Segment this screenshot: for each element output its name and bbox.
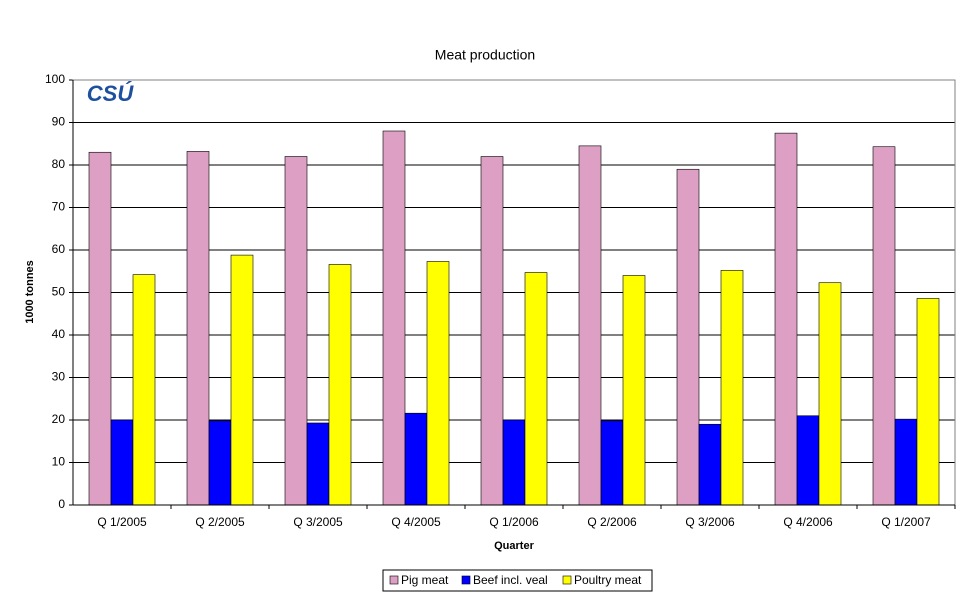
logo: CSÚ <box>87 81 135 106</box>
bar <box>774 132 798 506</box>
y-tick-label: 70 <box>52 200 66 214</box>
chart-title: Meat production <box>435 47 535 63</box>
legend-box <box>382 569 653 592</box>
x-tick-label: Q 1/2006 <box>489 515 539 529</box>
bar <box>306 422 330 506</box>
legend-swatch <box>461 575 471 585</box>
y-tick-label: 20 <box>52 412 66 426</box>
x-tick-label: Q 3/2005 <box>293 515 343 529</box>
bar <box>698 423 722 506</box>
bar <box>382 130 406 506</box>
legend-swatch <box>562 575 572 585</box>
legend-label: Poultry meat <box>574 573 642 587</box>
y-tick-label: 90 <box>52 115 66 129</box>
x-tick-label: Q 2/2006 <box>587 515 637 529</box>
bar <box>230 254 254 506</box>
bar <box>208 420 232 506</box>
x-axis-label: Quarter <box>494 540 534 552</box>
x-tick-label: Q 1/2007 <box>881 515 931 529</box>
bar <box>110 419 134 506</box>
y-tick-label: 40 <box>52 327 66 341</box>
x-tick-label: Q 1/2005 <box>97 515 147 529</box>
bar <box>720 270 744 506</box>
y-tick-label: 100 <box>45 72 65 86</box>
y-axis-label: 1000 tonnes <box>24 260 36 324</box>
y-tick-label: 30 <box>52 370 66 384</box>
y-tick-label: 10 <box>52 455 66 469</box>
bar <box>916 298 940 506</box>
bar <box>480 156 504 506</box>
y-tick-label: 80 <box>52 157 66 171</box>
bar <box>600 420 624 506</box>
bar <box>818 282 842 506</box>
legend-label: Beef incl. veal <box>473 573 548 587</box>
bar <box>872 146 896 506</box>
bar <box>284 156 308 506</box>
bar <box>502 419 526 506</box>
bar <box>186 151 210 506</box>
y-tick-label: 60 <box>52 242 66 256</box>
legend-label: Pig meat <box>401 573 449 587</box>
x-tick-label: Q 2/2005 <box>195 515 245 529</box>
y-tick-label: 0 <box>58 497 65 511</box>
bar <box>622 275 646 506</box>
x-tick-label: Q 4/2006 <box>783 515 833 529</box>
bar <box>132 274 156 506</box>
bar <box>404 412 428 506</box>
bar <box>676 168 700 506</box>
x-tick-label: Q 3/2006 <box>685 515 735 529</box>
bar <box>894 418 918 506</box>
bar <box>88 151 112 506</box>
bar <box>796 415 820 506</box>
bar <box>426 261 450 506</box>
legend-swatch <box>389 575 399 585</box>
bar <box>524 272 548 506</box>
bar <box>578 145 602 506</box>
y-tick-label: 50 <box>52 285 66 299</box>
bar <box>328 264 352 506</box>
x-tick-label: Q 4/2005 <box>391 515 441 529</box>
